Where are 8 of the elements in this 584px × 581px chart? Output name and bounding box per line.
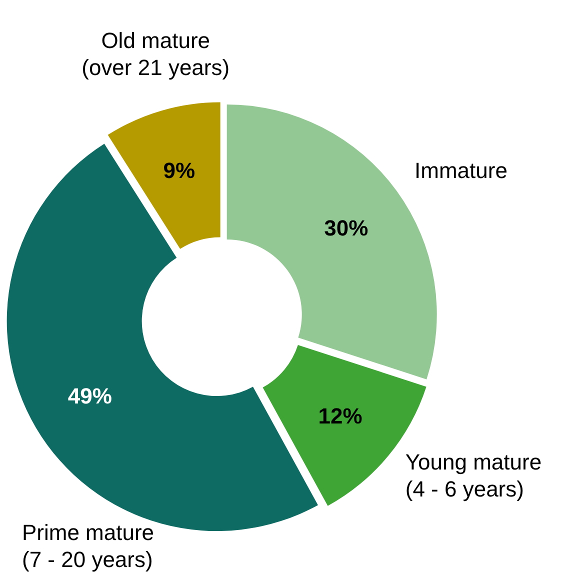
slice-label: Prime mature (7 - 20 years) [22, 520, 154, 572]
slice-label: Young mature (4 - 6 years) [405, 450, 542, 502]
data-label: 49% [68, 384, 112, 409]
data-label: 9% [163, 158, 196, 184]
slice-label: Old mature (over 21 years) [82, 28, 230, 80]
data-label: 30% [324, 215, 368, 240]
slice-label: Immature [414, 158, 508, 184]
data-label: 12% [318, 403, 362, 428]
